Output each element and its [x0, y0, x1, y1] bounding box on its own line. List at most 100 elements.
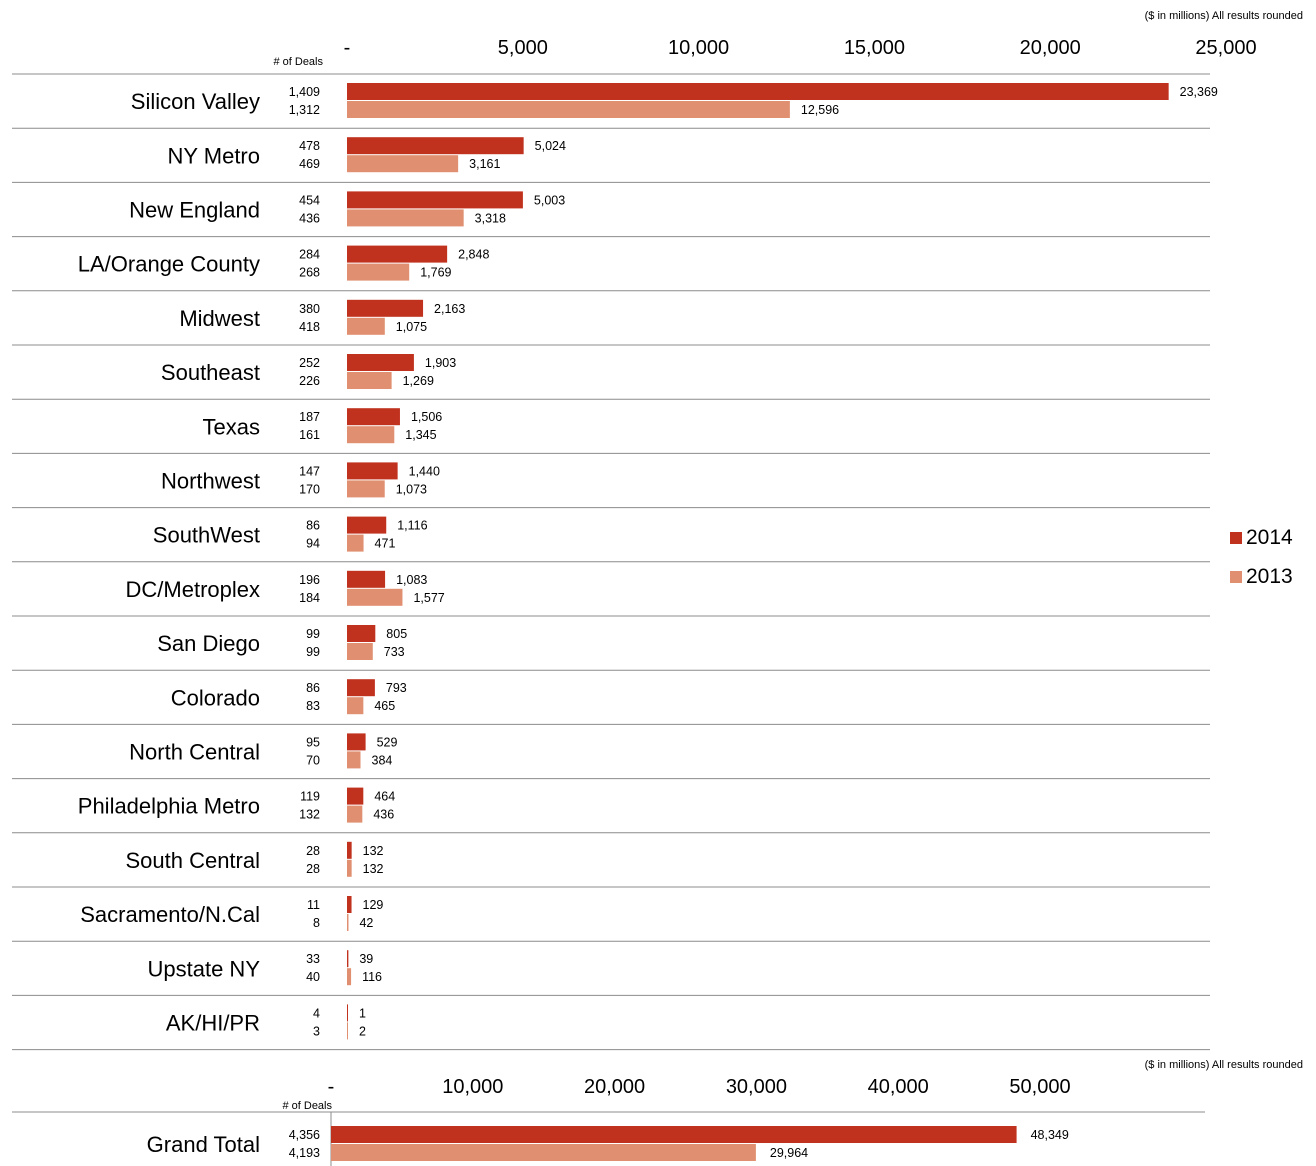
data-label: 23,369: [1180, 85, 1218, 99]
data-label: 733: [384, 645, 405, 659]
data-label: 39: [359, 952, 373, 966]
units-note: ($ in millions) All results rounded: [1145, 1059, 1303, 1071]
deals-header: # of Deals: [273, 56, 323, 68]
bar-2013: [347, 263, 410, 281]
bar-2014: [347, 191, 523, 209]
bar-2013: [347, 372, 392, 389]
bar-2014: [347, 516, 387, 534]
bar-2014: [347, 787, 364, 805]
data-label: 12,596: [801, 103, 839, 117]
x-tick-label: 10,000: [668, 37, 729, 59]
deal-count: 380: [299, 302, 320, 316]
x-tick-label: 15,000: [844, 37, 905, 59]
x-tick-label: 10,000: [442, 1076, 503, 1098]
bar-2014: [347, 462, 398, 480]
data-label: 132: [363, 844, 384, 858]
x-tick-label: 5,000: [498, 37, 548, 59]
deal-count: 4: [313, 1006, 320, 1020]
x-tick-label: -: [328, 1076, 335, 1098]
bar-2014: [347, 137, 524, 155]
data-label: 1,577: [413, 591, 444, 605]
deal-count: 252: [299, 356, 320, 370]
deal-count: 196: [299, 573, 320, 587]
bar-2014: [347, 625, 376, 642]
category-label: NY Metro: [167, 143, 260, 168]
deal-count: 454: [299, 193, 320, 207]
data-label: 793: [386, 681, 407, 695]
deal-count: 119: [300, 790, 320, 804]
bar-2014: [347, 733, 366, 751]
category-label: San Diego: [157, 631, 260, 656]
category-label: Philadelphia Metro: [78, 794, 260, 819]
deal-count: 1,312: [289, 103, 320, 117]
bar-2013: [347, 317, 385, 335]
category-label: Midwest: [179, 306, 260, 331]
category-label: New England: [129, 198, 260, 223]
category-label: Southeast: [161, 360, 260, 385]
deal-count: 4,356: [289, 1128, 320, 1142]
deal-count: 147: [299, 464, 320, 478]
deal-count: 184: [299, 591, 320, 605]
legend-label: 2013: [1246, 565, 1293, 588]
bar-2013: [347, 588, 403, 606]
data-label: 1,903: [425, 356, 456, 370]
data-label: 29,964: [770, 1146, 808, 1160]
deal-count: 436: [299, 211, 320, 225]
data-label: 1,083: [396, 573, 427, 587]
category-label: AK/HI/PR: [166, 1011, 260, 1036]
bar-2013: [347, 155, 459, 173]
bar-2013: [347, 643, 373, 660]
deals-header: # of Deals: [282, 1100, 332, 1112]
bar-2013: [347, 209, 464, 227]
grand-total-chart: ($ in millions) All results rounded - 10,0…: [12, 1059, 1303, 1166]
deal-count: 86: [306, 681, 320, 695]
data-label: 42: [359, 916, 373, 930]
data-label: 5,003: [534, 193, 565, 207]
deal-count: 132: [299, 808, 320, 822]
bar-2013: [331, 1144, 756, 1161]
legend-label: 2014: [1246, 526, 1293, 549]
bar-2013: [347, 697, 364, 715]
deal-count: 33: [306, 952, 320, 966]
data-label: 464: [374, 790, 395, 804]
deal-count: 284: [299, 248, 320, 262]
x-tick-label: 50,000: [1009, 1076, 1070, 1098]
bar-2013: [347, 1022, 348, 1040]
bar-2014: [347, 679, 375, 697]
bar-2013: [347, 426, 395, 444]
category-label: LA/Orange County: [78, 252, 260, 277]
data-label: 1,345: [405, 428, 436, 442]
x-tick-label: 20,000: [1020, 37, 1081, 59]
category-label: South Central: [125, 848, 260, 873]
deal-count: 469: [299, 157, 320, 171]
bar-2014: [347, 950, 349, 968]
legend-swatch-2013: [1230, 571, 1242, 583]
bar-2013: [347, 914, 349, 931]
x-tick-label: 20,000: [584, 1076, 645, 1098]
data-label: 1,269: [403, 374, 434, 388]
data-label: 1: [359, 1006, 366, 1020]
deal-count: 1,409: [289, 85, 320, 99]
deal-count: 478: [299, 139, 320, 153]
bar-2013: [347, 534, 364, 552]
category-label: Colorado: [171, 685, 260, 710]
bar-2013: [347, 968, 352, 986]
deal-count: 83: [306, 699, 320, 713]
deal-count: 4,193: [289, 1146, 320, 1160]
data-label: 3,161: [469, 157, 500, 171]
deal-count: 161: [299, 428, 320, 442]
data-label: 1,116: [397, 519, 427, 533]
bar-2014: [347, 408, 400, 426]
data-label: 116: [362, 970, 382, 984]
data-label: 471: [375, 537, 396, 551]
bar-2014: [347, 896, 352, 913]
category-label: Silicon Valley: [131, 89, 260, 114]
bar-2013: [347, 480, 385, 498]
bar-2014: [347, 1004, 348, 1022]
data-label: 1,073: [396, 482, 427, 496]
data-label: 2: [359, 1024, 366, 1038]
deal-count: 28: [306, 844, 320, 858]
units-note: ($ in millions) All results rounded: [1145, 10, 1303, 22]
data-label: 436: [373, 808, 394, 822]
deal-count: 170: [299, 482, 320, 496]
